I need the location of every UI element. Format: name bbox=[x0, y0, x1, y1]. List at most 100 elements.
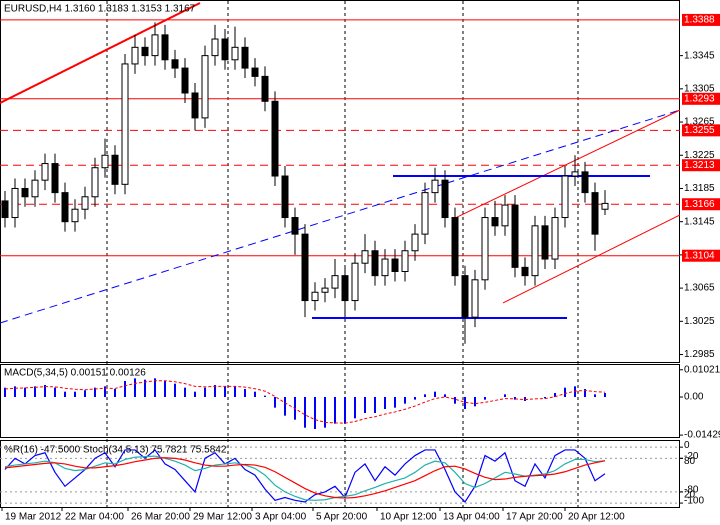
candle-body bbox=[601, 202, 609, 210]
level-box bbox=[682, 159, 720, 172]
candle-body bbox=[141, 46, 149, 57]
candle-body bbox=[231, 46, 239, 61]
candle-body bbox=[521, 266, 529, 277]
trendline bbox=[0, 2, 201, 104]
y-tick-label: 1.3305 bbox=[684, 83, 715, 94]
y-tick-label: 1.3265 bbox=[684, 117, 715, 128]
y-tick-label: 1.3345 bbox=[684, 50, 715, 61]
candle-body bbox=[171, 59, 179, 69]
level-label: 1.3293 bbox=[684, 93, 715, 104]
candle-body bbox=[311, 291, 319, 302]
candle-body bbox=[281, 175, 289, 219]
candle-body bbox=[251, 67, 259, 77]
candle-body bbox=[191, 92, 199, 119]
y-tick-label: -20 bbox=[684, 451, 699, 462]
candle-body bbox=[51, 163, 59, 194]
x-tick-label: 17 Apr 20:00 bbox=[506, 512, 563, 523]
candle-body bbox=[371, 250, 379, 277]
candle-body bbox=[581, 171, 589, 194]
candle-body bbox=[391, 258, 399, 272]
candle-body bbox=[331, 275, 339, 289]
trendline bbox=[0, 109, 681, 324]
y-tick-label: 0.01021 bbox=[684, 364, 720, 375]
macd-title: MACD(5,34,5) 0.00151 0.00126 bbox=[4, 368, 146, 379]
candle-body bbox=[41, 163, 49, 181]
x-tick-label: 13 Apr 04:00 bbox=[443, 512, 500, 523]
candle-body bbox=[91, 167, 99, 198]
level-box bbox=[682, 13, 720, 26]
x-tick-label: 3 Apr 04:00 bbox=[255, 512, 307, 523]
oscillator-panel bbox=[0, 440, 680, 508]
candle-body bbox=[401, 250, 409, 272]
level-box bbox=[682, 249, 720, 262]
candle-body bbox=[321, 287, 329, 293]
candle-body bbox=[121, 63, 129, 185]
y-tick-label: 20 bbox=[684, 490, 696, 501]
x-tick-label: 29 Mar 12:00 bbox=[193, 512, 252, 523]
candle-body bbox=[591, 192, 599, 235]
candle-body bbox=[501, 204, 509, 227]
candle-body bbox=[421, 192, 429, 235]
y-tick-label: 1.3145 bbox=[684, 216, 715, 227]
y-tick-label: 1.2985 bbox=[684, 349, 715, 360]
level-box bbox=[682, 124, 720, 137]
level-label: 1.3104 bbox=[684, 250, 715, 261]
y-tick-label: 0.00 bbox=[684, 392, 704, 403]
chart-title: EURUSD,H4 1.3160 1.3183 1.3153 1.3167 bbox=[4, 4, 196, 15]
x-tick-label: 19 Mar 2012 bbox=[5, 512, 62, 523]
candle-body bbox=[431, 179, 439, 194]
x-tick-label: 26 Mar 20:00 bbox=[131, 512, 190, 523]
x-tick-label: 10 Apr 12:00 bbox=[380, 512, 437, 523]
candle-body bbox=[181, 67, 189, 94]
candle-body bbox=[301, 233, 309, 302]
candle-body bbox=[161, 34, 169, 61]
candle-body bbox=[31, 179, 39, 198]
level-label: 1.3166 bbox=[684, 199, 715, 210]
level-label: 1.3255 bbox=[684, 125, 715, 136]
candle-body bbox=[271, 100, 279, 177]
candle-body bbox=[291, 217, 299, 235]
level-box bbox=[682, 92, 720, 105]
candle-body bbox=[341, 275, 349, 302]
macd-signal bbox=[4, 380, 606, 424]
candle-body bbox=[361, 250, 369, 264]
y-tick-label: 0 bbox=[684, 440, 690, 451]
candle-body bbox=[211, 38, 219, 57]
candle-body bbox=[201, 55, 209, 119]
macd-panel bbox=[0, 364, 680, 438]
y-tick-label: -0.01429 bbox=[684, 430, 720, 441]
candle-body bbox=[531, 225, 539, 277]
candle-body bbox=[1, 200, 9, 219]
candle-body bbox=[451, 217, 459, 277]
level-label: 1.3213 bbox=[684, 160, 715, 171]
y-tick-label: -100 bbox=[684, 496, 704, 507]
candle-body bbox=[21, 187, 29, 198]
main-panel bbox=[0, 0, 680, 363]
candle-body bbox=[101, 154, 109, 169]
candle-body bbox=[571, 171, 579, 177]
y-tick-label: 1.3225 bbox=[684, 150, 715, 161]
x-tick-label: 5 Apr 20:00 bbox=[316, 512, 368, 523]
candle-body bbox=[541, 225, 549, 260]
candle-body bbox=[511, 204, 519, 268]
candle-body bbox=[491, 217, 499, 227]
candle-body bbox=[551, 217, 559, 260]
candle-body bbox=[381, 258, 389, 277]
y-tick-label: 1.3185 bbox=[684, 183, 715, 194]
candle-body bbox=[481, 217, 489, 281]
candle-body bbox=[221, 38, 229, 61]
candle-body bbox=[351, 262, 359, 302]
candle-body bbox=[261, 75, 269, 102]
candle-body bbox=[461, 275, 469, 318]
oscillator-title: %R(16) -47.5000 Stoch(34,5,13) 75.7821 7… bbox=[4, 445, 227, 456]
indicator-line bbox=[4, 449, 606, 503]
x-tick-label: 20 Apr 12:00 bbox=[568, 512, 625, 523]
candle-body bbox=[131, 46, 139, 65]
indicator-line bbox=[4, 455, 606, 501]
candle-body bbox=[11, 187, 19, 219]
candle-body bbox=[81, 196, 89, 210]
indicator-line bbox=[4, 457, 606, 499]
candle-body bbox=[561, 175, 569, 219]
